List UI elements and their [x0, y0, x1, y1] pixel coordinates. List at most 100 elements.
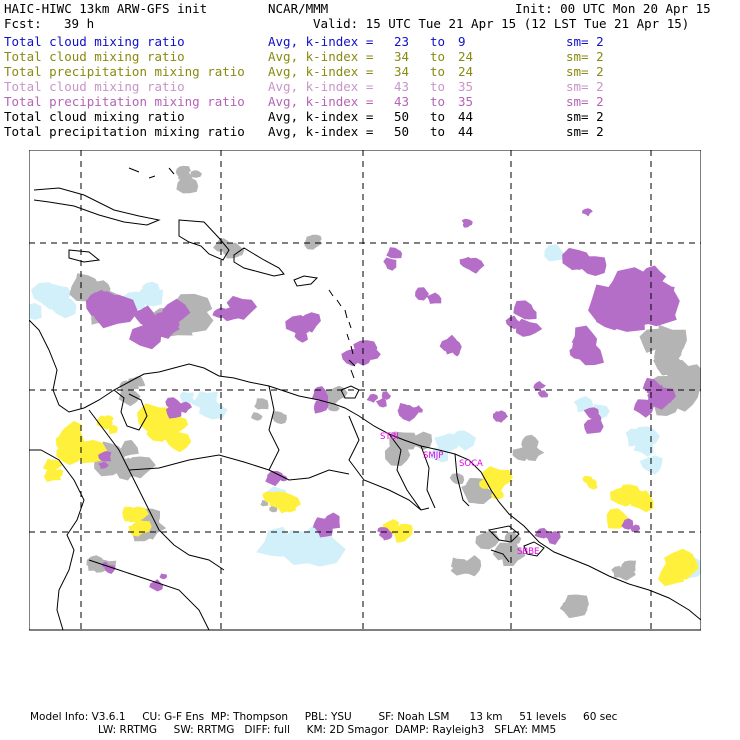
purple-patch: [579, 344, 604, 366]
legend-avg: Avg, k-index =: [268, 94, 374, 109]
organization: NCAR/MMM: [268, 1, 329, 16]
purple-patch: [383, 257, 397, 271]
legend-sm: sm= 2: [566, 34, 604, 49]
model-info-line: Model Info: V3.6.1 CU: G-F Ens MP: Thomp…: [30, 711, 618, 723]
valid-time: Valid: 15 UTC Tue 21 Apr 15 (12 LST Tue …: [313, 16, 690, 31]
cyan-patch: [452, 430, 476, 451]
legend-k2: 44: [458, 124, 474, 139]
legend-to: to: [430, 34, 446, 49]
gray-patch: [269, 506, 278, 513]
legend-field: Total precipitation mixing ratio: [4, 124, 245, 139]
purple-patch: [165, 397, 182, 409]
yellow-patch: [490, 489, 504, 500]
longitude-label: 60 W: [349, 150, 375, 151]
legend-avg: Avg, k-index =: [268, 109, 374, 124]
forecast-map: 80 W70 W60 W50 W40 W20 N10 N0STBISMJPSOC…: [29, 150, 701, 631]
purple-patch: [379, 527, 393, 539]
purple-patch: [166, 406, 182, 419]
purple-patch: [93, 298, 115, 317]
yellow-patch: [134, 519, 152, 534]
cyan-patch: [137, 286, 164, 307]
purple-patch: [231, 305, 244, 315]
purple-patch: [412, 405, 423, 413]
purple-patch: [563, 251, 589, 271]
purple-patch: [341, 349, 363, 367]
legend-k2: 9: [458, 34, 466, 49]
yellow-patch: [614, 484, 641, 503]
yellow-patch: [669, 560, 699, 580]
gray-patch: [684, 369, 701, 392]
longitude-label: 80 W: [67, 150, 93, 151]
cyan-patch: [280, 530, 324, 565]
purple-patch: [537, 390, 549, 398]
init-time: Init: 00 UTC Mon 20 Apr 15: [515, 1, 711, 16]
purple-patch: [179, 401, 192, 414]
purple-patch: [534, 529, 549, 538]
map-frame: [29, 150, 701, 631]
legend-field: Total precipitation mixing ratio: [4, 94, 245, 109]
physics-info-line: LW: RRTMG SW: RRTMG DIFF: full KM: 2D Sm…: [98, 724, 557, 736]
legend-k2: 44: [458, 109, 474, 124]
gray-patch: [118, 386, 141, 407]
purple-patch: [581, 208, 593, 217]
purple-patch: [601, 267, 652, 304]
purple-patch: [533, 381, 546, 391]
purple-patch: [129, 318, 165, 350]
station-label: SMJP: [423, 451, 443, 461]
legend-avg: Avg, k-index =: [268, 79, 374, 94]
purple-patch: [596, 297, 623, 316]
lat-lon-grid: [29, 150, 701, 630]
purple-patch: [583, 407, 599, 421]
cyan-patch: [29, 303, 42, 320]
legend-k1: 50: [394, 109, 410, 124]
purple-patch: [381, 391, 391, 400]
legend-sm: sm= 2: [566, 64, 604, 79]
legend-avg: Avg, k-index =: [268, 49, 374, 64]
legend-k2: 35: [458, 79, 474, 94]
legend-avg: Avg, k-index =: [268, 64, 374, 79]
purple-patch: [267, 471, 284, 484]
legend-sm: sm= 2: [566, 124, 604, 139]
purple-patch: [366, 393, 379, 403]
gray-patch: [328, 404, 340, 412]
yellow-patch: [277, 494, 301, 514]
yellow-patch: [146, 419, 169, 442]
yellow-patch: [262, 491, 276, 503]
purple-patch: [98, 451, 112, 462]
purple-patch: [515, 303, 537, 320]
precip-field-purple: [85, 208, 680, 592]
legend-to: to: [430, 79, 446, 94]
purple-patch: [313, 400, 329, 414]
yellow-patch: [42, 458, 63, 471]
gray-patch: [492, 542, 519, 561]
gray-patch: [69, 278, 96, 302]
legend-field: Total precipitation mixing ratio: [4, 64, 245, 79]
legend-field: Total cloud mixing ratio: [4, 109, 185, 124]
legend-sm: sm= 2: [566, 49, 604, 64]
yellow-patch: [53, 469, 64, 477]
gray-patch: [126, 456, 156, 479]
gray-patch: [251, 412, 263, 421]
purple-patch: [375, 397, 387, 408]
legend-sm: sm= 2: [566, 109, 604, 124]
yellow-patch: [125, 506, 149, 523]
purple-patch: [459, 256, 474, 268]
legend-field: Total cloud mixing ratio: [4, 34, 185, 49]
forecast-hour: 39 h: [64, 16, 95, 31]
cyan-patch: [31, 282, 64, 310]
legend-to: to: [430, 124, 446, 139]
legend-k1: 34: [394, 49, 410, 64]
legend-field: Total cloud mixing ratio: [4, 79, 185, 94]
purple-patch: [159, 573, 168, 580]
longitude-label: 70 W: [207, 150, 233, 151]
yellow-patch: [393, 526, 413, 543]
model-title: HAIC-HIWC 13km ARW-GFS init: [4, 1, 208, 16]
forecast-label: Fcst:: [4, 16, 42, 31]
purple-patch: [311, 387, 329, 402]
legend-sm: sm= 2: [566, 94, 604, 109]
gray-patch: [562, 600, 579, 612]
purple-patch: [587, 259, 603, 272]
purple-patch: [397, 403, 414, 416]
purple-patch: [633, 399, 654, 418]
station-label: STBI: [380, 432, 399, 442]
